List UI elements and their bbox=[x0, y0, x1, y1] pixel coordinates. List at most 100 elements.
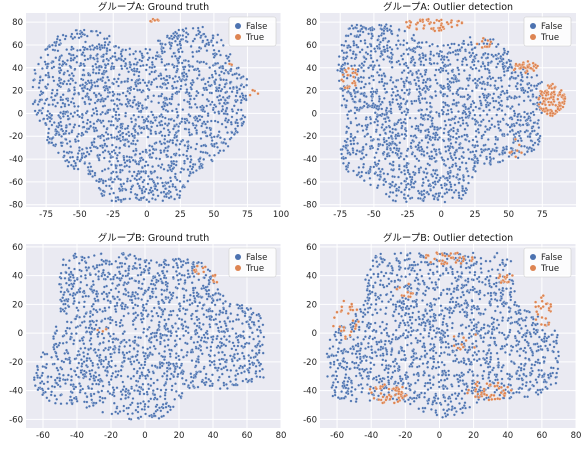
point-false bbox=[120, 103, 124, 106]
point-false bbox=[482, 42, 486, 45]
point-false bbox=[52, 65, 56, 69]
point-false bbox=[223, 118, 227, 122]
point-false bbox=[205, 297, 209, 301]
point-false bbox=[240, 123, 244, 127]
point-false bbox=[129, 104, 132, 108]
point-true bbox=[486, 38, 490, 43]
point-false bbox=[212, 55, 216, 59]
point-false bbox=[437, 112, 441, 116]
point-false bbox=[523, 152, 527, 156]
point-false bbox=[434, 160, 437, 164]
point-false bbox=[223, 82, 227, 86]
point-false bbox=[111, 281, 114, 285]
point-false bbox=[222, 71, 226, 75]
point-false bbox=[430, 42, 434, 46]
point-false bbox=[200, 164, 203, 168]
point-false bbox=[402, 164, 406, 168]
point-false bbox=[476, 161, 480, 165]
point-true bbox=[545, 91, 549, 95]
point-false bbox=[389, 51, 393, 55]
x-tick-label: 100 bbox=[273, 210, 289, 220]
point-false bbox=[236, 344, 240, 348]
point-false bbox=[88, 102, 92, 106]
point-false bbox=[187, 91, 191, 95]
point-false bbox=[165, 153, 168, 157]
point-false bbox=[138, 58, 142, 62]
point-false bbox=[110, 61, 114, 65]
point-false bbox=[201, 39, 205, 43]
point-false bbox=[65, 151, 69, 154]
point-false bbox=[219, 325, 223, 329]
point-false bbox=[434, 149, 438, 153]
point-false bbox=[375, 115, 379, 119]
point-false bbox=[383, 87, 387, 91]
point-false bbox=[126, 311, 130, 315]
point-false bbox=[96, 335, 100, 339]
point-false bbox=[409, 134, 413, 138]
point-false bbox=[33, 72, 37, 75]
point-false bbox=[173, 30, 177, 34]
point-false bbox=[63, 37, 67, 41]
point-false bbox=[141, 150, 145, 154]
point-false bbox=[200, 261, 204, 265]
point-false bbox=[112, 77, 116, 81]
point-true bbox=[549, 100, 553, 104]
point-false bbox=[382, 45, 386, 49]
point-true bbox=[551, 95, 556, 99]
y-tick-label: 40 bbox=[12, 272, 23, 282]
point-false bbox=[108, 40, 112, 44]
point-false bbox=[68, 89, 71, 92]
point-false bbox=[60, 54, 64, 57]
point-false bbox=[224, 54, 228, 58]
point-false bbox=[80, 147, 84, 151]
point-false bbox=[140, 282, 144, 286]
point-false bbox=[382, 172, 386, 175]
point-false bbox=[179, 87, 183, 91]
point-false bbox=[406, 182, 410, 186]
point-false bbox=[372, 78, 376, 82]
point-false bbox=[46, 117, 49, 121]
point-false bbox=[145, 106, 149, 110]
point-false bbox=[208, 66, 212, 70]
point-false bbox=[442, 44, 446, 47]
point-false bbox=[103, 97, 107, 101]
point-false bbox=[463, 127, 467, 131]
point-false bbox=[83, 346, 87, 350]
point-false bbox=[452, 126, 455, 130]
point-false bbox=[214, 89, 218, 93]
point-false bbox=[171, 405, 175, 409]
point-false bbox=[429, 50, 433, 54]
point-false bbox=[366, 52, 370, 56]
point-false bbox=[447, 188, 451, 192]
point-false bbox=[496, 138, 500, 142]
point-false bbox=[409, 69, 412, 73]
point-false bbox=[64, 271, 68, 275]
point-false bbox=[396, 89, 400, 93]
point-false bbox=[483, 130, 487, 134]
point-false bbox=[483, 87, 487, 91]
point-false bbox=[349, 93, 353, 96]
point-false bbox=[150, 156, 154, 159]
point-false bbox=[531, 125, 535, 129]
point-true bbox=[558, 104, 562, 108]
point-false bbox=[171, 86, 175, 90]
point-false bbox=[471, 143, 475, 147]
point-false bbox=[450, 76, 454, 80]
point-false bbox=[209, 128, 213, 132]
point-false bbox=[195, 59, 199, 63]
point-false bbox=[67, 160, 71, 164]
point-false bbox=[420, 108, 424, 112]
point-false bbox=[46, 71, 50, 75]
point-false bbox=[149, 82, 153, 86]
point-false bbox=[117, 369, 120, 373]
point-false bbox=[503, 51, 506, 55]
point-false bbox=[94, 71, 98, 75]
point-false bbox=[213, 103, 216, 107]
point-false bbox=[159, 119, 163, 123]
point-false bbox=[213, 153, 216, 157]
point-false bbox=[151, 165, 155, 169]
point-false bbox=[118, 151, 121, 155]
point-false bbox=[75, 135, 79, 138]
point-false bbox=[77, 124, 81, 128]
point-false bbox=[165, 86, 169, 90]
